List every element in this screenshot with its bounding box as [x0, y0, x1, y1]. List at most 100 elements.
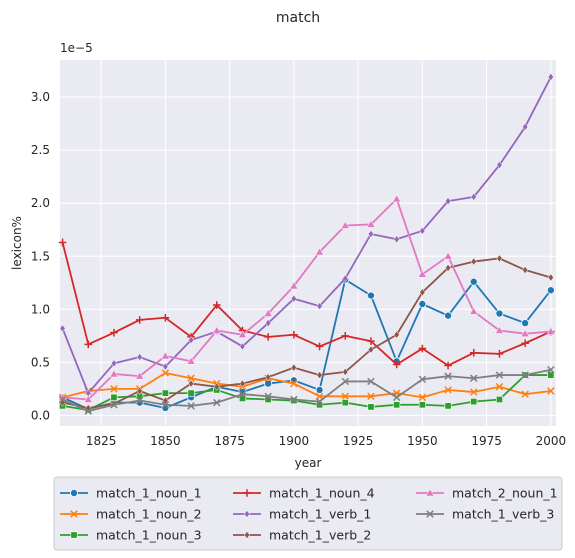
legend-label: match_1_noun_1: [96, 486, 202, 501]
series-line: [61, 76, 552, 395]
data-point: [264, 392, 272, 401]
data-point: [418, 393, 427, 402]
legend-entry: match_1_noun_1: [60, 486, 202, 501]
legend-label: match_1_noun_4: [269, 486, 375, 501]
data-point: [547, 366, 555, 374]
data-point: [444, 361, 452, 370]
data-point: [522, 122, 529, 131]
data-point: [290, 330, 298, 339]
legend: match_1_noun_1 match_1_noun_2 match_1_noun…: [60, 486, 558, 543]
data-point: [341, 392, 349, 401]
data-point: [443, 251, 453, 260]
data-point: [161, 369, 170, 377]
series-layer: [58, 72, 556, 415]
data-point: [136, 386, 143, 396]
chart-title: match: [276, 10, 320, 26]
y-tick-label: 1.0: [31, 302, 50, 316]
series-line: [61, 242, 552, 367]
data-point: [290, 363, 297, 372]
data-point: [393, 330, 400, 339]
data-point: [59, 324, 66, 333]
data-point: [470, 192, 477, 201]
series-line: [62, 368, 552, 413]
data-point: [316, 302, 323, 311]
legend-entry: match_1_noun_3: [60, 528, 202, 543]
data-point: [444, 311, 453, 320]
x-tick-label: 1900: [279, 434, 310, 448]
data-point: [83, 394, 93, 403]
data-point: [265, 373, 272, 382]
data-point: [161, 313, 170, 322]
data-point: [135, 396, 144, 405]
data-point: [188, 379, 195, 388]
data-point: [188, 336, 195, 345]
x-tick-label: 1975: [471, 434, 502, 448]
data-point: [161, 389, 169, 397]
data-point: [445, 263, 452, 272]
legend-marker: [70, 488, 79, 497]
data-point: [187, 374, 195, 382]
data-point: [367, 337, 375, 345]
series-line: [62, 198, 551, 401]
data-point: [341, 332, 350, 340]
data-point: [110, 359, 117, 368]
data-point: [58, 238, 67, 247]
data-point: [469, 306, 479, 315]
data-point: [495, 326, 504, 334]
data-point: [110, 393, 118, 401]
data-point: [521, 371, 529, 379]
legend-entry: match_1_noun_2: [60, 507, 202, 522]
y-axis-label: lexicon%: [10, 216, 24, 270]
data-point: [110, 385, 118, 393]
data-point: [213, 398, 221, 407]
data-point: [393, 401, 401, 409]
legend-entry: match_1_verb_2: [233, 528, 371, 543]
data-point: [521, 319, 530, 328]
data-point: [495, 350, 504, 358]
data-point: [392, 393, 401, 402]
data-point: [238, 390, 247, 398]
data-point: [366, 291, 375, 300]
legend-label: match_1_verb_1: [269, 507, 371, 522]
data-point: [547, 387, 555, 395]
data-point: [187, 389, 195, 397]
data-point: [444, 386, 452, 394]
data-point: [470, 388, 478, 396]
data-point: [547, 371, 555, 379]
data-point: [135, 371, 145, 380]
data-point: [84, 407, 92, 415]
data-point: [290, 395, 298, 404]
data-point: [289, 281, 299, 290]
legend-label: match_1_noun_3: [96, 528, 202, 543]
y-tick-label: 3.0: [31, 90, 50, 104]
data-point: [495, 309, 504, 318]
x-tick-label: 2000: [536, 434, 567, 448]
x-tick-label: 1950: [407, 434, 438, 448]
data-point: [290, 294, 297, 303]
data-point: [546, 327, 556, 335]
data-point: [496, 161, 503, 170]
data-point: [239, 342, 246, 351]
data-point: [367, 377, 375, 386]
legend-marker: [243, 530, 251, 540]
data-point: [162, 362, 169, 371]
legend-marker: [70, 510, 78, 518]
data-point: [263, 309, 273, 317]
legend-label: match_1_verb_2: [269, 528, 371, 543]
data-point: [392, 194, 402, 203]
data-point: [546, 286, 555, 295]
data-point: [419, 226, 426, 235]
data-point: [264, 333, 272, 341]
data-point: [521, 339, 529, 348]
data-point: [315, 342, 324, 351]
data-point: [366, 219, 376, 228]
y-tick-label: 1.5: [31, 249, 50, 263]
y-tick-label: 0.0: [31, 408, 50, 422]
legend-box: [53, 476, 563, 551]
data-point: [315, 247, 324, 256]
series-match_1_verb_2: [59, 254, 554, 412]
data-point: [110, 401, 118, 409]
data-point: [212, 301, 221, 309]
data-point: [444, 402, 452, 410]
